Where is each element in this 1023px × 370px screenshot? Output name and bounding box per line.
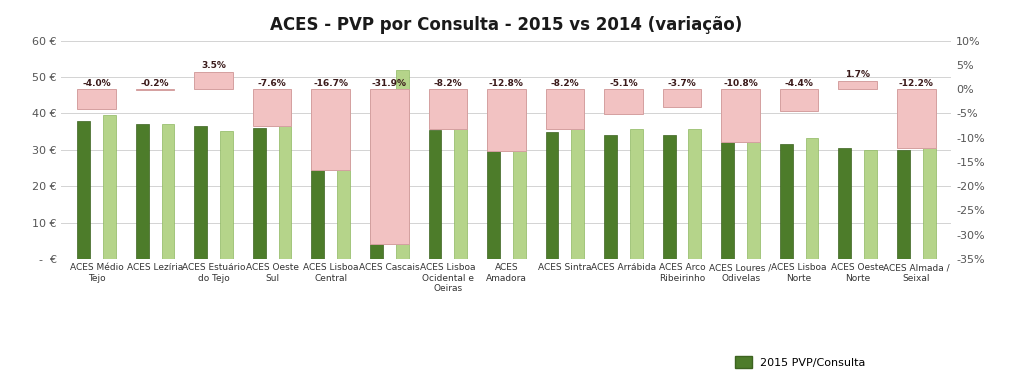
Bar (338, 106, 350, 259)
Text: -0.2%: -0.2% (141, 79, 170, 88)
Bar (663, 89, 702, 107)
Bar (839, 148, 851, 259)
Bar (839, 81, 877, 89)
Bar (487, 130, 500, 259)
Bar (721, 89, 760, 142)
Bar (897, 89, 936, 148)
Bar (805, 138, 818, 259)
Text: 3.5%: 3.5% (202, 61, 226, 70)
Bar (253, 128, 266, 259)
Bar (194, 72, 233, 89)
Text: -4.4%: -4.4% (785, 79, 813, 88)
Text: -31.9%: -31.9% (371, 79, 407, 88)
Bar (605, 135, 617, 259)
Bar (780, 89, 818, 111)
Bar (545, 132, 559, 259)
Text: -16.7%: -16.7% (313, 79, 348, 88)
Text: -8.2%: -8.2% (434, 79, 462, 88)
Bar (370, 89, 408, 244)
Bar (396, 70, 408, 259)
Bar (897, 150, 909, 259)
Bar (572, 121, 584, 259)
Text: -5.1%: -5.1% (609, 79, 637, 88)
Bar (780, 144, 793, 259)
Bar (77, 121, 90, 259)
Text: -12.8%: -12.8% (489, 79, 524, 88)
Bar (429, 89, 468, 129)
Bar (454, 119, 468, 259)
Bar (162, 124, 174, 259)
Bar (311, 89, 350, 170)
Title: ACES - PVP por Consulta - 2015 vs 2014 (variação): ACES - PVP por Consulta - 2015 vs 2014 (… (270, 16, 743, 34)
Bar (545, 89, 584, 129)
Bar (513, 112, 526, 259)
Bar (136, 124, 148, 259)
Text: -4.0%: -4.0% (82, 79, 110, 88)
Bar (487, 89, 526, 151)
Bar (370, 130, 383, 259)
Bar (721, 139, 735, 259)
Bar (864, 150, 877, 259)
Text: -12.2%: -12.2% (899, 79, 934, 88)
Legend: 2015 PVP/Consulta, 2014 PVP/Consulta, Variação Homóloga PVP/Consulta: 2015 PVP/Consulta, 2014 PVP/Consulta, Va… (735, 356, 946, 370)
Bar (253, 89, 292, 126)
Bar (630, 129, 642, 259)
Bar (923, 135, 936, 259)
Text: -10.8%: -10.8% (723, 79, 758, 88)
Text: -3.7%: -3.7% (668, 79, 697, 88)
Text: 1.7%: 1.7% (845, 70, 871, 79)
Text: -8.2%: -8.2% (550, 79, 579, 88)
Bar (136, 89, 174, 90)
Bar (429, 130, 441, 259)
Bar (77, 89, 116, 109)
Bar (688, 129, 702, 259)
Bar (194, 126, 208, 259)
Bar (311, 132, 324, 259)
Bar (747, 124, 760, 259)
Bar (220, 131, 233, 259)
Bar (278, 117, 292, 259)
Text: -7.6%: -7.6% (258, 79, 286, 88)
Bar (663, 135, 675, 259)
Bar (103, 115, 116, 259)
Bar (605, 89, 642, 114)
